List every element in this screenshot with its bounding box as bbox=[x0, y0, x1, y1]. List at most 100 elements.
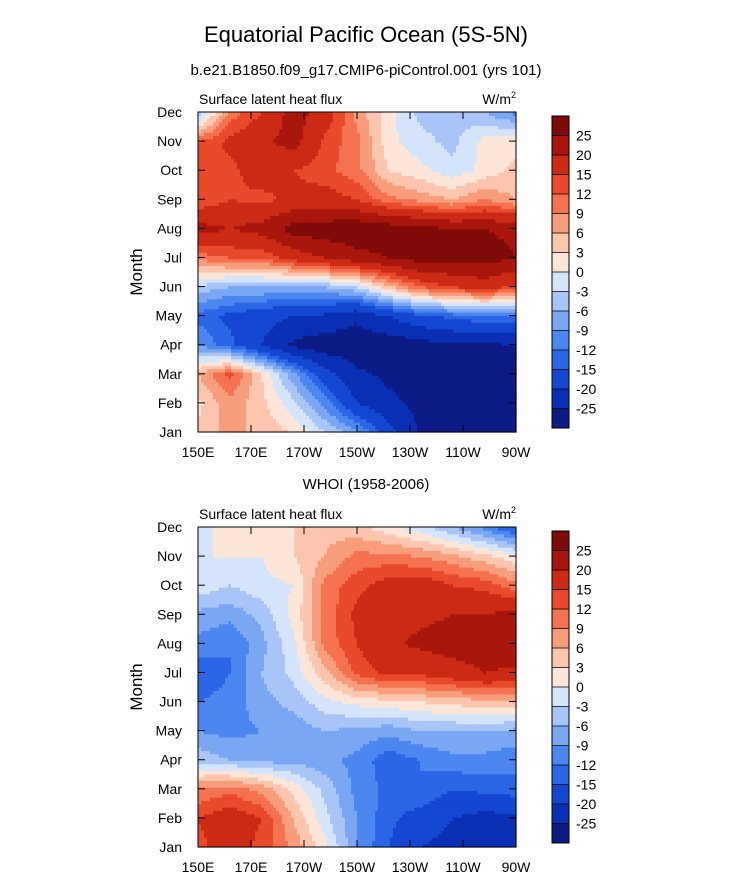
heatmap-cell bbox=[369, 425, 373, 430]
heatmap-cell bbox=[225, 342, 229, 346]
heatmap-cell bbox=[468, 302, 472, 306]
heatmap-cell bbox=[468, 388, 472, 393]
heatmap-cell bbox=[216, 385, 220, 390]
heatmap-cell bbox=[489, 412, 493, 416]
heatmap-cell bbox=[396, 398, 400, 403]
heatmap-cell bbox=[318, 305, 322, 310]
heatmap-cell bbox=[408, 292, 412, 296]
heatmap-cell bbox=[411, 312, 415, 316]
heatmap-cell bbox=[498, 408, 502, 413]
heatmap-cell bbox=[384, 382, 388, 386]
heatmap-cell bbox=[336, 375, 340, 380]
heatmap-cell bbox=[462, 358, 466, 363]
heatmap-cell bbox=[480, 325, 484, 330]
heatmap-cell bbox=[369, 318, 373, 323]
heatmap-cell bbox=[486, 338, 490, 343]
heatmap-cell bbox=[207, 412, 211, 416]
heatmap-cell bbox=[294, 398, 298, 403]
heatmap-cell bbox=[504, 292, 508, 296]
heatmap-cell bbox=[462, 365, 466, 370]
heatmap-cell bbox=[501, 398, 505, 403]
heatmap-cell bbox=[222, 402, 226, 406]
heatmap-cell bbox=[219, 322, 223, 326]
heatmap-cell bbox=[408, 318, 412, 323]
heatmap-cell bbox=[417, 405, 421, 410]
heatmap-cell bbox=[402, 405, 406, 410]
heatmap-cell bbox=[453, 365, 457, 370]
heatmap-cell bbox=[348, 358, 352, 363]
heatmap-cell bbox=[306, 368, 310, 373]
heatmap-cell bbox=[291, 282, 295, 286]
heatmap-cell bbox=[441, 342, 445, 346]
heatmap-cell bbox=[309, 358, 313, 363]
heatmap-cell bbox=[483, 395, 487, 400]
heatmap-cell bbox=[393, 302, 397, 306]
heatmap-cell bbox=[447, 355, 451, 360]
heatmap-cell bbox=[492, 365, 496, 370]
heatmap-cell bbox=[228, 402, 232, 406]
heatmap-cell bbox=[237, 408, 241, 413]
heatmap-cell bbox=[390, 358, 394, 363]
heatmap-cell bbox=[390, 332, 394, 336]
heatmap-cell bbox=[399, 345, 403, 350]
heatmap-cell bbox=[456, 355, 460, 360]
heatmap-cell bbox=[471, 428, 475, 433]
heatmap-cell bbox=[204, 292, 208, 296]
heatmap-cell bbox=[270, 312, 274, 316]
heatmap-cell bbox=[318, 365, 322, 370]
heatmap-cell bbox=[276, 282, 280, 286]
heatmap-cell bbox=[504, 355, 508, 360]
heatmap-cell bbox=[465, 318, 469, 323]
heatmap-cell bbox=[306, 392, 310, 396]
heatmap-cell bbox=[357, 392, 361, 396]
heatmap-cell bbox=[228, 382, 232, 386]
heatmap-cell bbox=[501, 348, 505, 353]
heatmap-cell bbox=[435, 418, 439, 423]
heatmap-cell bbox=[204, 385, 208, 390]
heatmap-cell bbox=[252, 318, 256, 323]
heatmap-cell bbox=[504, 378, 508, 383]
heatmap-cell bbox=[198, 412, 202, 416]
heatmap-cell bbox=[324, 348, 328, 353]
heatmap-cell bbox=[378, 422, 382, 426]
heatmap-cell bbox=[282, 322, 286, 326]
heatmap-cell bbox=[444, 375, 448, 380]
heatmap-cell bbox=[471, 398, 475, 403]
heatmap-cell bbox=[444, 292, 448, 296]
heatmap-cell bbox=[438, 315, 442, 320]
heatmap-cell bbox=[384, 355, 388, 360]
heatmap-cell bbox=[243, 328, 247, 333]
heatmap-cell bbox=[243, 425, 247, 430]
heatmap-cell bbox=[294, 338, 298, 343]
heatmap-cell bbox=[390, 368, 394, 373]
heatmap-cell bbox=[411, 382, 415, 386]
heatmap-cell bbox=[324, 295, 328, 300]
heatmap-cell bbox=[378, 278, 382, 283]
heatmap-cell bbox=[285, 358, 289, 363]
heatmap-cell bbox=[213, 408, 217, 413]
heatmap-cell bbox=[429, 392, 433, 396]
heatmap-cell bbox=[402, 418, 406, 423]
heatmap-cell bbox=[486, 412, 490, 416]
heatmap-cell bbox=[210, 412, 214, 416]
heatmap-cell bbox=[258, 318, 262, 323]
heatmap-cell bbox=[453, 378, 457, 383]
heatmap-cell bbox=[288, 308, 292, 313]
heatmap-cell bbox=[336, 315, 340, 320]
heatmap-cell bbox=[282, 398, 286, 403]
heatmap-cell bbox=[204, 395, 208, 400]
heatmap-cell bbox=[450, 402, 454, 406]
heatmap-cell bbox=[504, 325, 508, 330]
heatmap-cell bbox=[450, 348, 454, 353]
heatmap-cell bbox=[297, 362, 301, 366]
heatmap-cell bbox=[420, 362, 424, 366]
heatmap-cell bbox=[510, 298, 514, 303]
heatmap-cell bbox=[225, 302, 229, 306]
heatmap-cell bbox=[375, 425, 379, 430]
heatmap-cell bbox=[396, 392, 400, 396]
heatmap-cell bbox=[279, 322, 283, 326]
heatmap-cell bbox=[351, 362, 355, 366]
heatmap-cell bbox=[345, 348, 349, 353]
heatmap-cell bbox=[252, 285, 256, 290]
heatmap-cell bbox=[237, 415, 241, 420]
